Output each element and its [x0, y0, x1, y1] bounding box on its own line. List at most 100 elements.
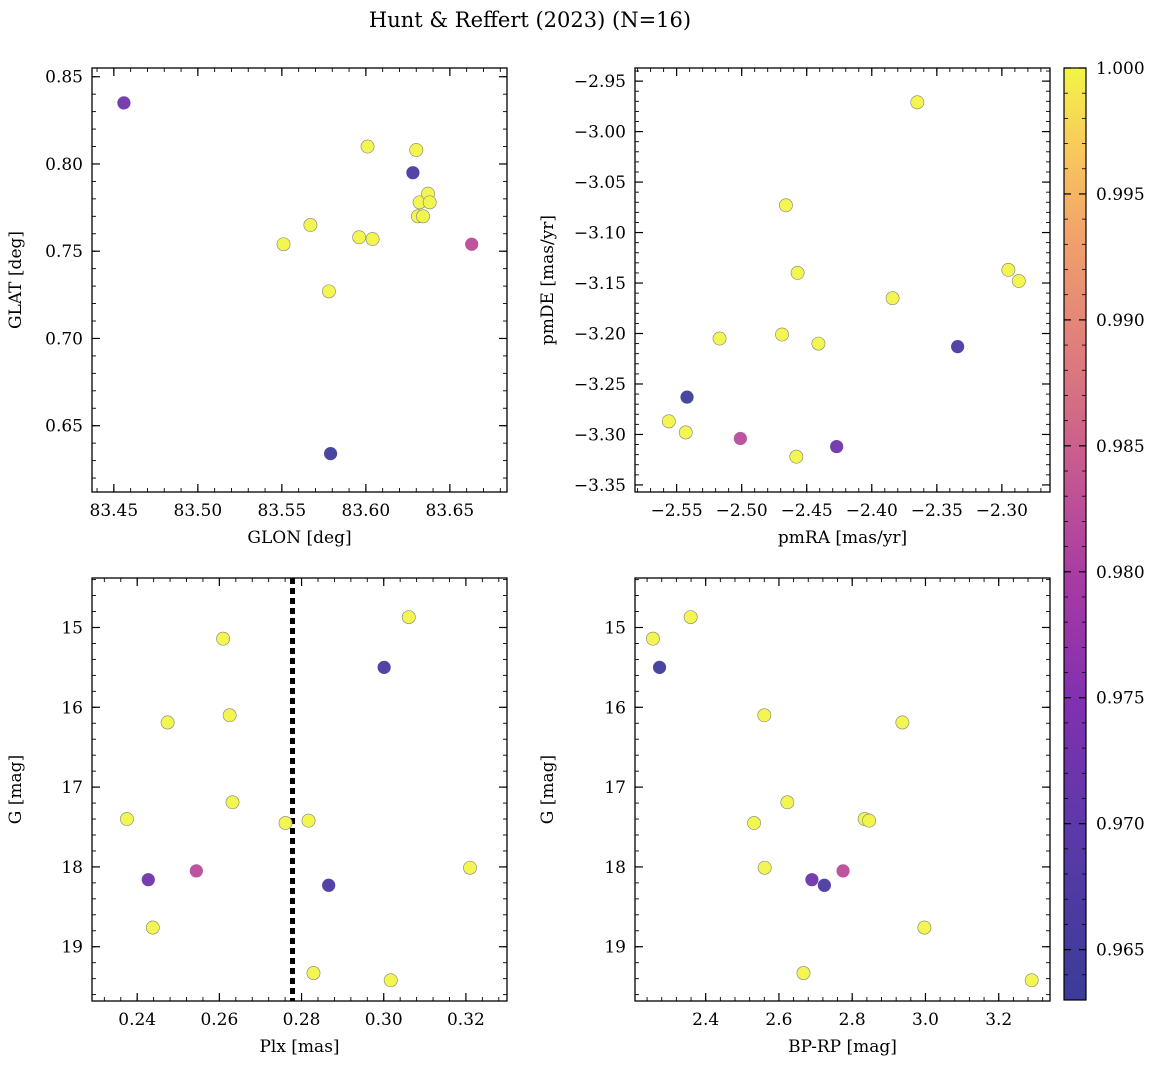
data-point [885, 291, 900, 306]
x-tick-label: 83.45 [90, 501, 139, 521]
data-point [409, 143, 424, 157]
data-point [306, 966, 321, 980]
x-axis-label: GLON [deg] [247, 528, 351, 548]
data-point [836, 864, 850, 878]
data-point [775, 327, 789, 342]
data-point [463, 860, 477, 875]
data-point [323, 447, 338, 461]
y-tick-label: 16 [604, 698, 626, 718]
data-point [1001, 263, 1016, 277]
panel-2: −2.55 −2.50 −2.45 −2.40 −2.35 −2.30 −3.35 −3.30… [538, 67, 1051, 548]
x-tick-label: 2.6 [765, 1010, 792, 1030]
x-tick-label: −2.35 [911, 501, 963, 521]
data-point [383, 973, 398, 988]
y-tick-label: 19 [61, 938, 83, 958]
x-tick-label: −2.45 [781, 501, 833, 521]
y-tick-label: 18 [61, 858, 83, 878]
y-tick-label: 15 [604, 618, 626, 638]
data-point [789, 449, 804, 464]
y-tick-label: 0.65 [45, 417, 83, 437]
data-point [141, 873, 155, 887]
colorbar-tick-label: 1.000 [1096, 59, 1145, 79]
x-tick-label: 83.50 [174, 501, 223, 521]
y-tick-label: −3.15 [574, 274, 626, 294]
panel-3: 0.24 0.26 0.28 0.30 0.32 15 16 17 18 19 Plx [mas] G… [6, 577, 508, 1057]
figure-title: Hunt & Reffert (2023) (N=16) [369, 8, 691, 32]
data-point [917, 920, 932, 935]
axes-frame [91, 67, 508, 493]
x-tick-label: 3.0 [912, 1010, 939, 1030]
y-tick-label: −3.25 [574, 375, 626, 395]
y-tick-label: −3.30 [574, 425, 626, 445]
axes-frame [634, 577, 1051, 1002]
x-tick-label: 0.28 [283, 1010, 321, 1030]
data-point [733, 431, 747, 446]
y-tick-label: 0.75 [45, 242, 83, 262]
y-tick-label: 17 [61, 778, 83, 798]
data-point [652, 660, 667, 674]
colorbar-tick-label: 0.990 [1096, 311, 1145, 331]
data-point [805, 873, 819, 887]
data-point [360, 139, 375, 154]
x-tick-label: 3.2 [985, 1010, 1012, 1030]
x-tick-label: 0.32 [447, 1010, 485, 1030]
data-point [422, 195, 437, 210]
data-point [145, 920, 160, 935]
data-point [811, 336, 826, 351]
y-tick-label: −3.35 [574, 476, 626, 496]
data-point [817, 878, 831, 892]
data-point [365, 232, 380, 246]
data-point [225, 795, 240, 810]
x-tick-label: 83.55 [258, 501, 307, 521]
data-point [757, 860, 772, 875]
data-point [678, 425, 693, 440]
panels: 83.45 83.50 83.55 83.60 83.65 0.65 0.70 0.75 0.8… [6, 67, 1051, 1057]
data-point [278, 816, 293, 830]
colorbar-tick-label: 0.965 [1096, 941, 1145, 961]
data-point [401, 610, 416, 625]
x-axis-label: Plx [mas] [259, 1037, 339, 1057]
data-point [951, 340, 965, 354]
data-point [322, 284, 336, 299]
data-point [377, 660, 391, 674]
data-point [862, 813, 876, 828]
data-point [895, 715, 910, 730]
axes-frame [91, 577, 508, 1002]
data-point [222, 708, 237, 723]
data-point [780, 795, 795, 810]
x-tick-label: −2.55 [651, 501, 703, 521]
data-point [160, 715, 175, 730]
data-point [1024, 973, 1039, 988]
y-tick-label: 0.85 [45, 68, 83, 88]
data-point [661, 414, 676, 429]
colorbar-gradient [1063, 67, 1087, 1001]
y-axis-label: GLAT [deg] [6, 231, 26, 329]
y-tick-label: 18 [604, 858, 626, 878]
data-point [117, 96, 131, 110]
x-tick-label: 2.8 [839, 1010, 866, 1030]
y-tick-label: −3.05 [574, 173, 626, 193]
x-tick-label: 0.30 [365, 1010, 403, 1030]
x-tick-label: 0.24 [118, 1010, 156, 1030]
y-tick-label: −3.10 [574, 224, 626, 244]
y-axis-label: pmDE [mas/yr] [538, 215, 558, 345]
panel-4: 2.4 2.6 2.8 3.0 3.2 15 16 17 18 19 BP-RP [mag] G [m… [538, 577, 1051, 1057]
colorbar-tick-label: 0.980 [1096, 563, 1145, 583]
data-point [276, 237, 291, 252]
y-axis-label: G [mag] [538, 755, 558, 824]
data-point [1011, 274, 1026, 288]
colorbar-tick-label: 0.970 [1096, 815, 1145, 835]
data-point [303, 218, 318, 232]
y-tick-label: 16 [61, 698, 83, 718]
y-tick-label: 19 [604, 938, 626, 958]
data-point [189, 864, 203, 878]
data-point [683, 610, 698, 625]
x-tick-label: 0.26 [200, 1010, 238, 1030]
data-point [796, 966, 811, 980]
y-tick-label: 17 [604, 778, 626, 798]
x-axis-label: pmRA [mas/yr] [778, 528, 907, 548]
data-point [910, 95, 925, 110]
x-tick-label: −2.50 [716, 501, 768, 521]
y-tick-label: −3.20 [574, 325, 626, 345]
